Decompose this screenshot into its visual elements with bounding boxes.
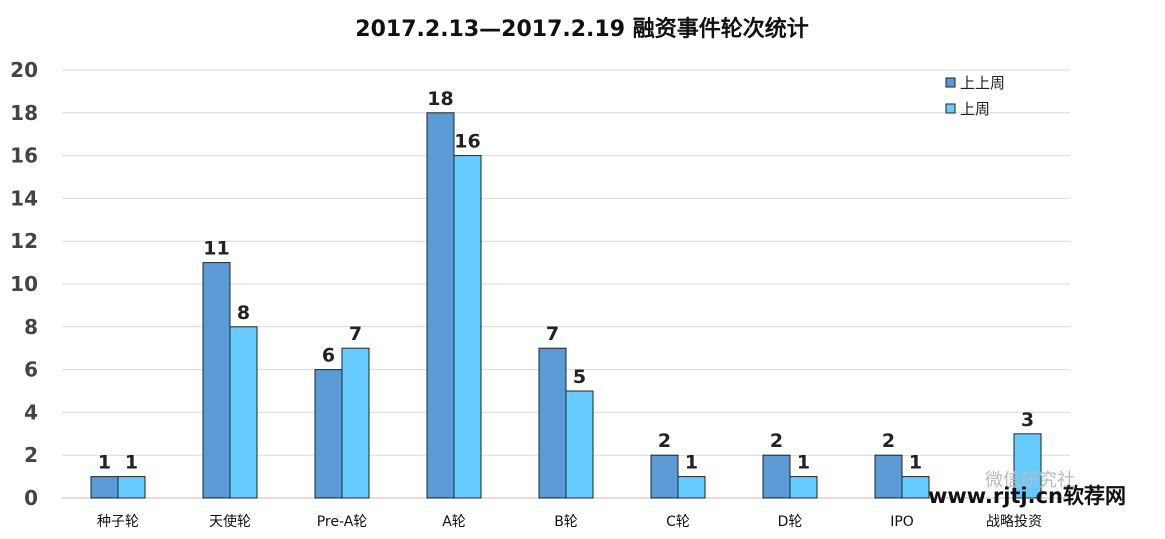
bar-1-0 [117, 476, 146, 499]
x-tick-label: D轮 [778, 514, 803, 530]
watermark: 微信研究社 www.rjtj.cn软荐网 [928, 470, 1126, 508]
y-tick-label: 16 [10, 144, 38, 168]
bar-1-3 [453, 155, 482, 499]
x-tick-label: 战略投资 [986, 514, 1042, 530]
watermark-text: www.rjtj.cn软荐网 [928, 484, 1126, 508]
data-label-1-1: 8 [237, 302, 250, 324]
x-tick-label: 种子轮 [97, 514, 139, 530]
y-tick-label: 20 [10, 58, 38, 82]
bar-0-4 [538, 347, 567, 499]
legend-label-series-1: 上周 [960, 100, 990, 118]
data-label-0-6: 2 [770, 430, 783, 452]
x-tick-label: IPO [890, 514, 914, 530]
bar-1-8 [1013, 433, 1042, 499]
bar-0-0 [90, 476, 119, 499]
bar-1-7 [901, 476, 930, 499]
data-label-0-1: 11 [203, 238, 229, 260]
legend-swatch-series-0 [945, 77, 956, 88]
y-tick-label: 12 [10, 229, 38, 253]
y-tick-label: 6 [24, 358, 38, 382]
y-axis-ticks: 0 2 4 6 8 10 12 14 16 18 20 [10, 58, 38, 510]
bar-0-2 [314, 369, 343, 499]
data-label-0-2: 6 [322, 345, 335, 367]
y-tick-label: 14 [10, 186, 38, 210]
y-tick-label: 10 [10, 272, 38, 296]
x-axis-ticks: 种子轮 天使轮 Pre-A轮 A轮 B轮 C轮 D轮 IPO 战略投资 [97, 513, 1042, 530]
watermark-background-text: 微信研究社 [985, 470, 1075, 491]
legend-label-series-0: 上上周 [960, 74, 1005, 92]
data-label-1-4: 5 [573, 366, 586, 388]
bar-0-5 [650, 454, 679, 499]
x-tick-label: A轮 [442, 514, 466, 530]
y-tick-label: 0 [24, 486, 38, 510]
x-tick-label: C轮 [666, 514, 690, 530]
bar-1-2 [341, 347, 370, 499]
bar-0-7 [874, 454, 903, 499]
data-label-1-8: 3 [1021, 409, 1034, 431]
data-label-0-4: 7 [546, 323, 559, 345]
bar-1-5 [677, 476, 706, 499]
bar-0-3 [426, 112, 455, 499]
data-label-0-0: 1 [98, 452, 111, 474]
bar-1-1 [229, 326, 258, 499]
y-tick-label: 2 [24, 443, 38, 467]
data-label-1-5: 1 [685, 452, 698, 474]
y-tick-label: 8 [24, 315, 38, 339]
bar-0-6 [762, 454, 791, 499]
data-label-1-6: 1 [797, 452, 810, 474]
x-tick-label: 天使轮 [209, 513, 251, 530]
bar-1-4 [565, 390, 594, 499]
chart-title: 2017.2.13—2017.2.19 融资事件轮次统计 [355, 16, 808, 42]
legend-swatch-series-1 [945, 103, 956, 114]
data-label-0-3: 18 [427, 88, 453, 110]
data-label-1-0: 1 [125, 452, 138, 474]
x-tick-label: B轮 [554, 514, 578, 530]
bar-0-1 [202, 262, 231, 499]
data-label-1-3: 16 [454, 131, 480, 153]
data-label-0-5: 2 [658, 430, 671, 452]
bar-1-6 [789, 476, 818, 499]
x-tick-label: Pre-A轮 [317, 514, 368, 530]
data-label-1-7: 1 [909, 452, 922, 474]
y-tick-label: 4 [24, 400, 38, 424]
legend: 上上周 上周 [945, 74, 1005, 118]
data-label-1-2: 7 [349, 323, 362, 345]
data-label-0-7: 2 [882, 430, 895, 452]
y-tick-label: 18 [10, 101, 38, 125]
bars [90, 112, 1042, 499]
